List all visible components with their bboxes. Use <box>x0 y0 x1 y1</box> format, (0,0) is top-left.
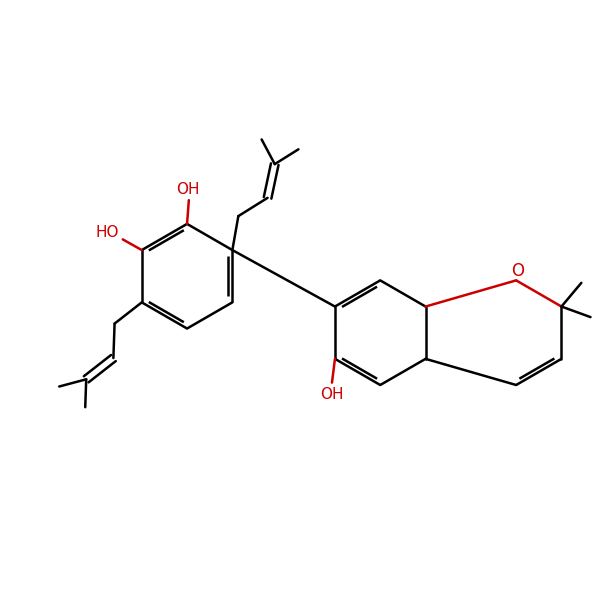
Text: HO: HO <box>95 225 119 240</box>
Text: OH: OH <box>320 387 344 402</box>
Text: O: O <box>511 262 524 280</box>
Text: OH: OH <box>176 182 200 197</box>
